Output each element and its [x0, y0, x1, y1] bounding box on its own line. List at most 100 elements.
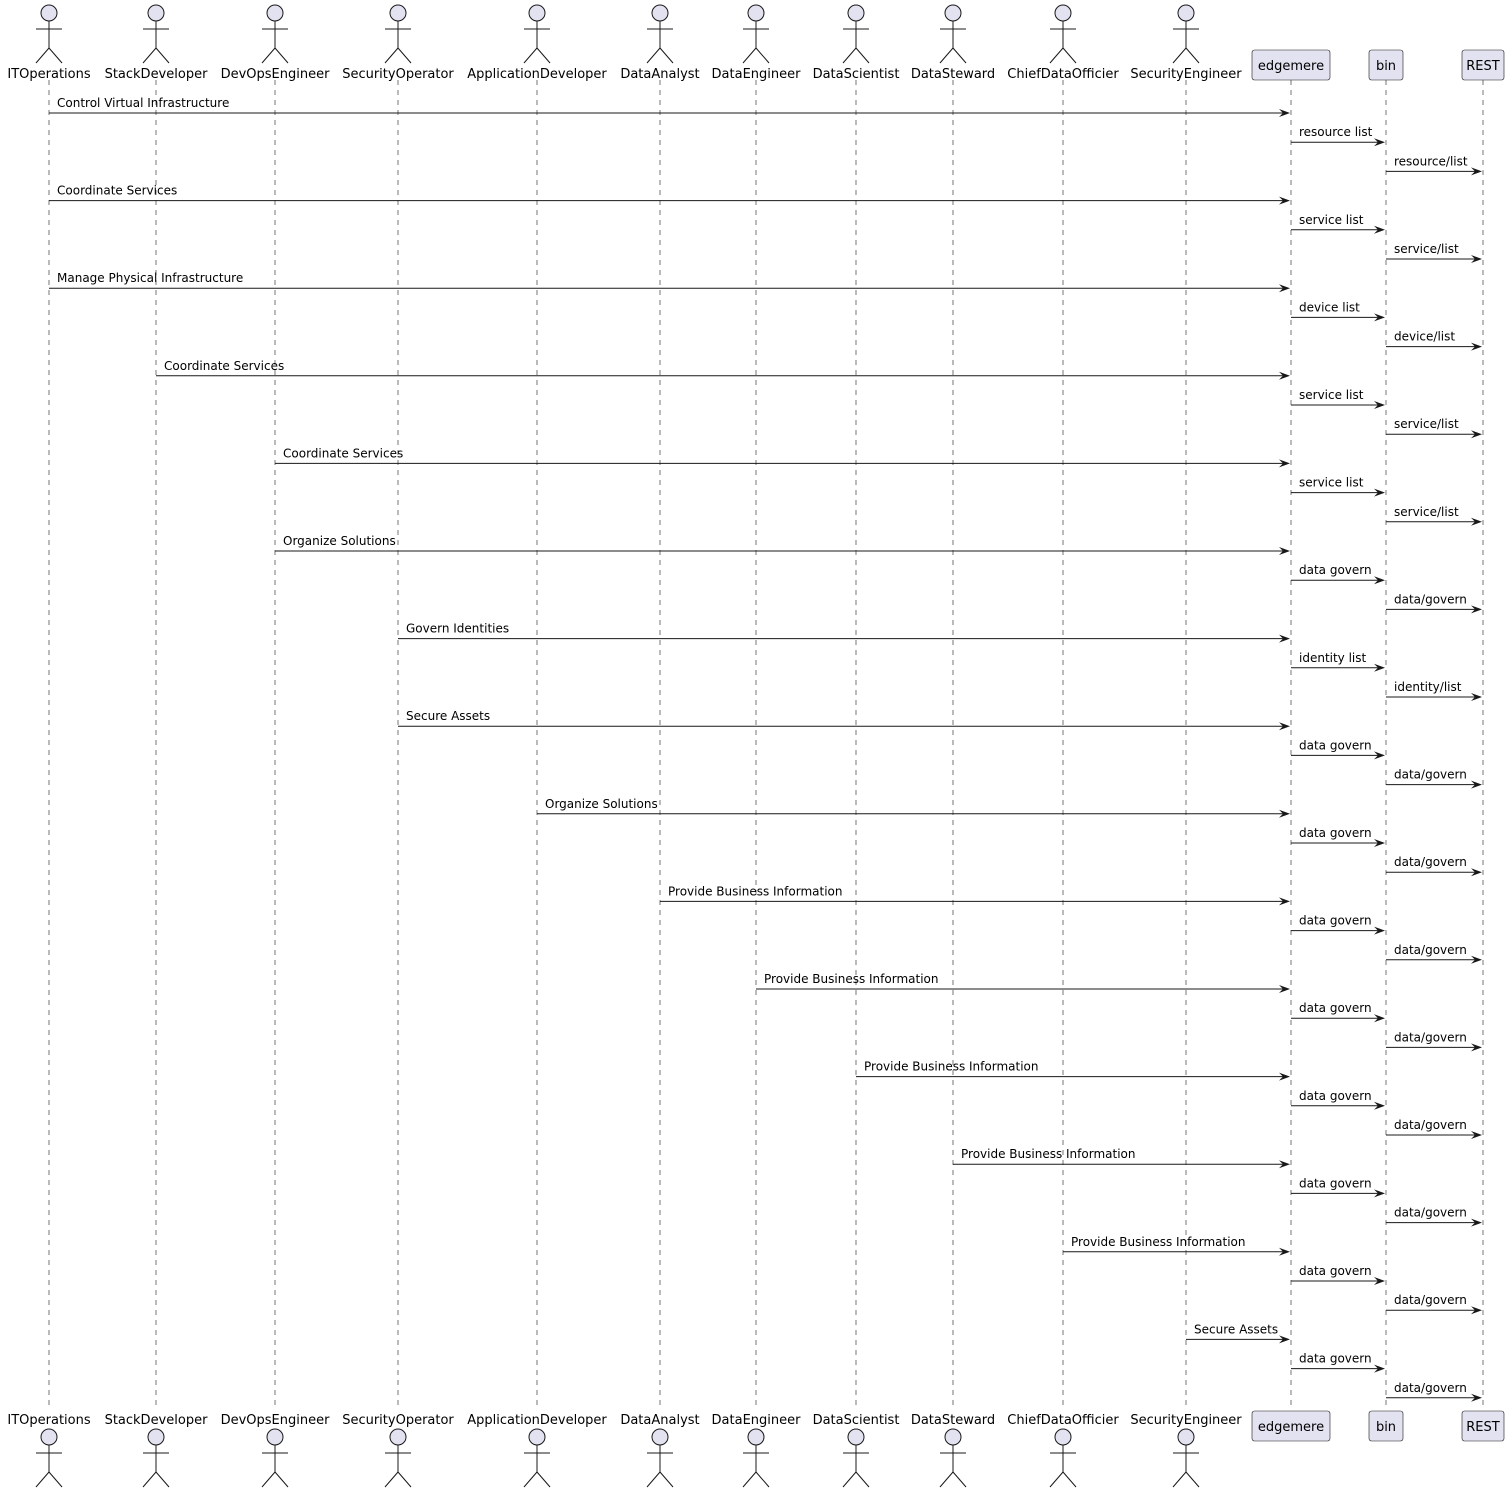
- message-arrow: Coordinate Services: [275, 446, 1290, 468]
- ApplicationDeveloper-actor-icon: [523, 1428, 551, 1488]
- arrowhead-icon: [1471, 1043, 1482, 1052]
- participant-ApplicationDeveloper-top: ApplicationDeveloper: [467, 4, 607, 82]
- arrowhead-icon: [1279, 1247, 1290, 1256]
- message-arrow: service/list: [1386, 242, 1482, 263]
- message-arrow: service/list: [1386, 417, 1482, 439]
- participant-label: DataSteward: [911, 1413, 995, 1428]
- message-arrow: Organize Solutions: [537, 797, 1290, 818]
- arrowhead-icon: [1279, 985, 1290, 993]
- participant-label: SecurityOperator: [342, 67, 454, 82]
- ITOperations-actor-icon: [35, 1428, 63, 1488]
- message-arrow: Organize Solutions: [275, 534, 1290, 555]
- DevOpsEngineer-actor-icon: [261, 1428, 289, 1488]
- arrowhead-icon: [1471, 605, 1482, 614]
- participant-ITOperations-bottom: ITOperations: [7, 1413, 91, 1488]
- message-arrow: resource list: [1291, 125, 1385, 147]
- message-arrow: data govern: [1291, 563, 1385, 585]
- message-label: data govern: [1299, 1352, 1372, 1366]
- bin-box: [1368, 49, 1404, 81]
- message-arrow: Secure Assets: [398, 709, 1290, 731]
- participant-label: DevOpsEngineer: [221, 67, 331, 82]
- message-label: data govern: [1299, 1264, 1372, 1278]
- message-label: resource/list: [1394, 154, 1468, 168]
- participant-ChiefDataOfficier-bottom: ChiefDataOfficier: [1007, 1413, 1119, 1488]
- participant-ChiefDataOfficier-top: ChiefDataOfficier: [1007, 4, 1119, 82]
- DataEngineer-actor-icon: [742, 1428, 770, 1488]
- participant-label: ChiefDataOfficier: [1007, 1413, 1119, 1428]
- message-label: resource list: [1299, 125, 1373, 139]
- participant-REST-bottom: REST: [1461, 1410, 1505, 1442]
- message-label: Organize Solutions: [283, 534, 396, 548]
- DataSteward-actor-icon: [939, 1428, 967, 1488]
- message-label: data/govern: [1394, 1030, 1467, 1044]
- participant-heads-top: ITOperations StackDeveloper DevOpsEngineer…: [7, 4, 1505, 82]
- arrowhead-icon: [1374, 313, 1385, 322]
- message-arrow: data/govern: [1386, 1118, 1482, 1139]
- arrowhead-icon: [1374, 488, 1385, 497]
- SecurityEngineer-actor-icon: [1172, 1428, 1200, 1488]
- message-label: service/list: [1394, 242, 1459, 256]
- message-label: Secure Assets: [406, 709, 490, 723]
- edgemere-box: [1251, 1410, 1331, 1442]
- message-label: Coordinate Services: [57, 184, 177, 198]
- arrowhead-icon: [1374, 1014, 1385, 1023]
- message-arrow: service list: [1291, 476, 1385, 497]
- participant-DataAnalyst-top: DataAnalyst: [620, 4, 700, 82]
- arrowhead-icon: [1374, 926, 1385, 935]
- ChiefDataOfficier-actor-icon: [1049, 4, 1077, 64]
- arrowhead-icon: [1471, 1393, 1482, 1402]
- REST-box: [1461, 1410, 1505, 1442]
- message-label: Provide Business Information: [764, 972, 938, 986]
- participant-StackDeveloper-top: StackDeveloper: [105, 4, 208, 82]
- message-arrow: data govern: [1291, 826, 1385, 847]
- arrowhead-icon: [1374, 1364, 1385, 1373]
- participant-label: DataAnalyst: [620, 67, 699, 82]
- ApplicationDeveloper-actor-icon: [523, 4, 551, 64]
- participant-ITOperations-top: ITOperations: [7, 4, 91, 82]
- message-label: Organize Solutions: [545, 797, 658, 811]
- arrowhead-icon: [1471, 255, 1482, 263]
- arrowhead-icon: [1279, 897, 1290, 906]
- participant-DataSteward-bottom: DataSteward: [911, 1413, 995, 1488]
- message-label: Control Virtual Infrastructure: [57, 96, 229, 110]
- message-label: Provide Business Information: [961, 1147, 1135, 1161]
- arrowhead-icon: [1374, 225, 1385, 234]
- arrowhead-icon: [1279, 1335, 1290, 1344]
- arrowhead-icon: [1279, 722, 1290, 731]
- participant-label: DevOpsEngineer: [221, 1413, 331, 1428]
- participant-label: ChiefDataOfficier: [1007, 67, 1119, 82]
- message-arrow: Control Virtual Infrastructure: [49, 96, 1290, 117]
- message-label: data govern: [1299, 738, 1372, 752]
- participant-bin-bottom: bin: [1368, 1410, 1404, 1442]
- participant-REST-top: REST: [1461, 49, 1505, 81]
- message-label: data govern: [1299, 563, 1372, 577]
- message-arrow: service/list: [1386, 505, 1482, 526]
- arrowhead-icon: [1471, 167, 1482, 176]
- DataAnalyst-actor-icon: [646, 1428, 674, 1488]
- message-arrow: data govern: [1291, 1176, 1385, 1198]
- participant-edgemere-top: edgemere: [1251, 49, 1331, 81]
- message-label: Provide Business Information: [1071, 1235, 1245, 1249]
- participant-label: DataScientist: [813, 67, 900, 82]
- message-arrow: resource/list: [1386, 154, 1482, 176]
- participant-label: DataSteward: [911, 67, 995, 82]
- message-label: identity list: [1299, 651, 1367, 665]
- arrowhead-icon: [1374, 576, 1385, 585]
- participant-label: SecurityEngineer: [1130, 1413, 1242, 1428]
- arrowhead-icon: [1279, 371, 1290, 380]
- participant-DataEngineer-bottom: DataEngineer: [712, 1413, 801, 1488]
- arrowhead-icon: [1471, 1131, 1482, 1139]
- arrowhead-icon: [1374, 138, 1385, 147]
- participant-label: bin: [1376, 59, 1396, 74]
- arrowhead-icon: [1279, 284, 1290, 293]
- message-arrow: Provide Business Information: [756, 972, 1290, 993]
- message-arrow: data govern: [1291, 1352, 1385, 1373]
- message-label: data govern: [1299, 1089, 1372, 1103]
- ITOperations-actor-icon: [35, 4, 63, 64]
- arrowhead-icon: [1279, 809, 1290, 818]
- message-label: data/govern: [1394, 768, 1467, 782]
- message-arrow: Coordinate Services: [156, 359, 1290, 380]
- participant-StackDeveloper-bottom: StackDeveloper: [105, 1413, 208, 1488]
- message-label: service/list: [1394, 417, 1459, 431]
